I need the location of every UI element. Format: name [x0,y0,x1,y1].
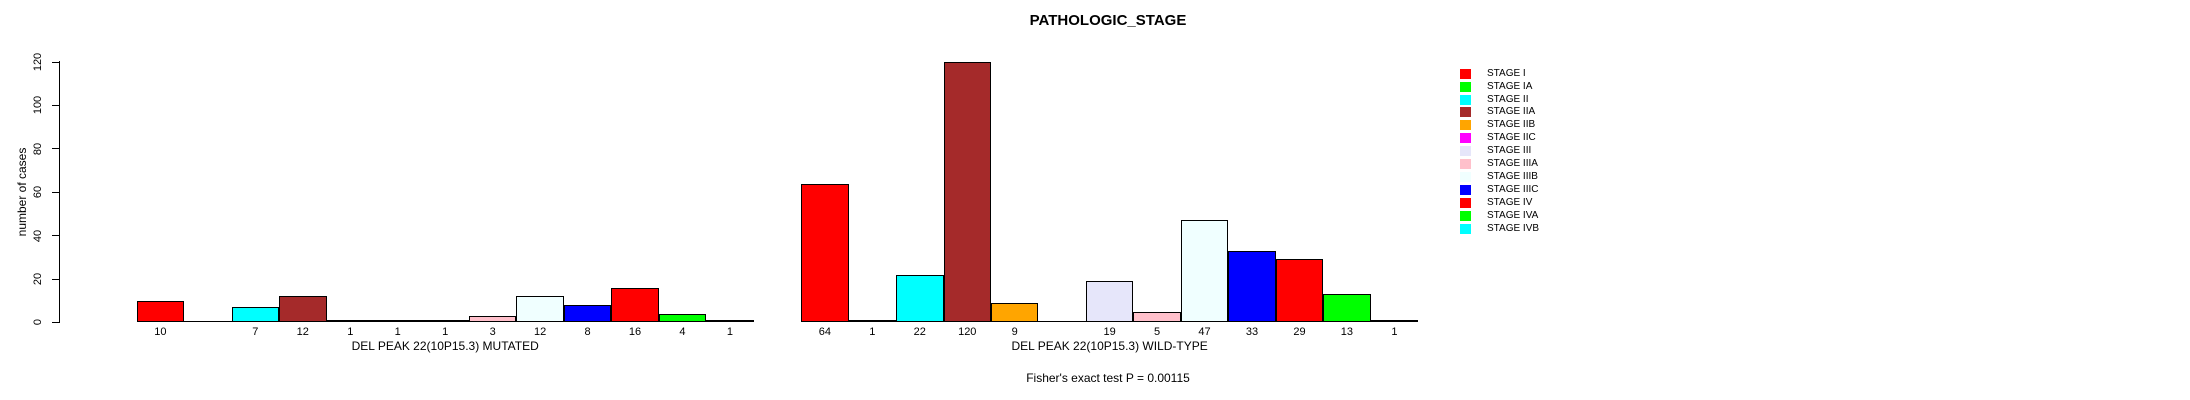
bar-value-label: 19 [1103,325,1116,338]
bar [1180,220,1229,323]
legend-swatch [1460,68,1471,79]
bar [990,302,1039,323]
bar [1228,250,1276,323]
bar [1275,259,1324,323]
legend-label: STAGE IIIB [1487,170,1538,182]
bar-value-label: 1 [1391,325,1398,338]
bar-value-label: 12 [533,325,547,338]
bar-value-label: 9 [1011,325,1018,338]
y-tick-label: 60 [32,186,44,199]
y-tick [52,148,60,150]
bar-value-label: 10 [154,325,167,338]
bar-value-label: 1 [347,325,354,338]
bar-value-label: 8 [584,325,591,338]
bar-value-label: 16 [628,325,642,338]
bar [1370,320,1419,323]
x-group-label-1: DEL PEAK 22(10P15.3) WILD-TYPE [1011,339,1208,353]
bar-value-label: 47 [1198,325,1211,338]
legend-label: STAGE II [1487,93,1529,105]
bar [1133,311,1181,323]
zero-bar [1038,321,1086,323]
bar-value-label: 120 [958,325,977,338]
legend-label: STAGE IVB [1487,222,1540,234]
y-tick [52,321,60,324]
y-tick-label: 80 [32,142,44,155]
legend-label: STAGE IIC [1487,132,1536,144]
bar-value-label: 64 [818,325,831,338]
bar [896,274,944,323]
annotation-text: Fisher's exact test P = 0.00115 [1026,371,1190,385]
y-tick [52,278,60,280]
bar-value-label: 5 [1154,325,1161,338]
y-tick-label: 120 [32,52,44,72]
legend-swatch [1460,146,1471,157]
legend-swatch [1460,133,1471,144]
bar [374,320,422,323]
y-tick-label: 0 [32,319,44,326]
legend-swatch [1460,223,1471,234]
bar-value-label: 1 [869,325,876,338]
legend-label: STAGE IIB [1487,119,1536,131]
bar [468,315,517,323]
legend-label: STAGE IV [1487,196,1533,208]
bar-value-label: 3 [489,325,496,338]
bar [516,296,564,323]
legend-label: STAGE I [1487,67,1526,79]
legend-swatch [1460,184,1471,195]
bar-value-label: 1 [394,325,401,338]
bar [279,296,327,323]
x-group-label-0: DEL PEAK 22(10P15.3) MUTATED [351,339,539,353]
bar [231,307,280,323]
y-tick-label: 20 [32,272,44,286]
y-tick [52,104,60,107]
bar-value-label: 7 [252,325,259,338]
legend-swatch [1460,159,1471,169]
y-axis-label: number of cases [15,147,29,237]
legend-swatch [1460,120,1471,131]
bar [1323,294,1371,323]
bar [848,320,897,323]
bar [943,62,991,323]
bar-value-label: 22 [913,325,926,338]
bar [706,320,754,323]
bar-value-label: 13 [1340,325,1354,338]
y-tick [52,191,60,193]
bar-value-label: 4 [679,325,686,338]
bar-value-label: 29 [1293,325,1306,338]
y-tick-label: 40 [32,229,44,242]
bar [421,320,469,323]
legend-swatch [1460,94,1471,105]
y-tick-label: 100 [32,96,44,115]
bar-value-label: 33 [1245,325,1259,338]
legend-swatch [1460,171,1471,182]
bar [611,287,659,323]
legend-label: STAGE IIIC [1487,183,1539,195]
legend-swatch [1460,107,1471,118]
bar [136,300,185,323]
y-tick [52,61,60,63]
y-tick [52,235,60,237]
zero-bar [184,321,232,323]
legend-label: STAGE IIA [1487,106,1536,118]
bar [326,320,374,323]
legend-label: STAGE IIIA [1487,158,1538,169]
bar [1085,281,1134,323]
bar [801,183,849,323]
legend-label: STAGE IVA [1487,209,1539,221]
legend-label: STAGE IA [1487,80,1533,92]
bar-value-label: 1 [726,325,733,338]
legend-swatch [1460,81,1471,92]
bar-value-label: 1 [442,325,449,338]
bar [563,305,612,323]
legend-swatch [1460,197,1471,208]
bar [658,313,707,323]
chart-title: PATHOLOGIC_STAGE [1029,12,1187,29]
legend-label: STAGE III [1487,145,1532,157]
legend-swatch [1460,210,1471,221]
bar-value-label: 12 [296,325,309,338]
